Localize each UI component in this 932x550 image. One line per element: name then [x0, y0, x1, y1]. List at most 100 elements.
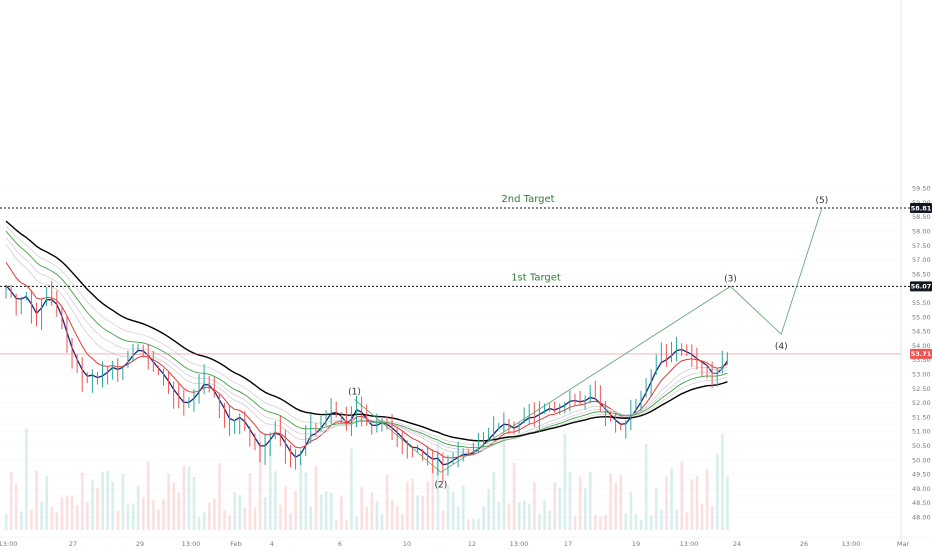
volume-bar: [370, 492, 374, 530]
volume-bar: [218, 463, 221, 530]
volume-bar: [583, 488, 587, 530]
time-tick-label: 13:00: [842, 540, 861, 548]
volume-bar: [695, 476, 699, 530]
volume-bar: [563, 433, 567, 530]
volume-bar: [274, 471, 277, 530]
volume-bar: [258, 431, 262, 530]
wave-label: (4): [775, 342, 788, 352]
price-tick-label: 52.00: [912, 399, 931, 407]
time-tick-label: 13:00: [0, 540, 17, 548]
time-tick-label: 26: [800, 540, 808, 548]
volume-bar: [304, 472, 308, 530]
price-tag-label: 56.07: [911, 283, 932, 291]
volume-bar: [375, 500, 379, 530]
price-tag: [910, 203, 932, 214]
moving-average-line: [5, 285, 728, 466]
volume-bar: [660, 509, 663, 530]
price-tick-label: 52.50: [912, 385, 931, 393]
wave-label: (3): [724, 274, 737, 284]
volume-bar: [202, 511, 206, 530]
volume-bar: [690, 479, 694, 530]
volume-bar: [172, 482, 176, 530]
volume-bar: [60, 497, 64, 530]
volume-bar: [421, 495, 424, 530]
volume-bar: [45, 475, 49, 530]
time-tick-label: 13:00: [510, 540, 529, 548]
volume-bar: [548, 510, 551, 530]
volume-bar: [141, 497, 145, 530]
volume-bar: [299, 459, 303, 530]
volume-bar: [40, 501, 43, 530]
volume-bar: [157, 509, 160, 530]
volume-bar: [619, 475, 623, 530]
volume-bar: [385, 475, 389, 530]
volume-bar: [599, 516, 602, 530]
price-tick-label: 49.50: [912, 471, 931, 479]
volume-bar: [223, 510, 226, 530]
volume-bar: [360, 487, 363, 530]
price-tick-label: 58.00: [912, 228, 931, 236]
price-tag: [910, 348, 932, 359]
volume-bar: [512, 462, 516, 530]
price-tick-label: 50.50: [912, 442, 931, 450]
time-axis[interactable]: 13:00 27 29 13:00 Feb 4 6 10 12 13:00 17 19 13:00 24 2…: [0, 536, 932, 548]
volume-bar: [182, 465, 186, 530]
volume-bar: [30, 509, 33, 530]
time-tick-label: 6: [338, 540, 342, 548]
volume-bar: [726, 476, 729, 530]
volume-bar: [411, 478, 414, 530]
volume-bar: [680, 461, 684, 530]
price-tick-label: 58.50: [912, 213, 931, 221]
volume-bar: [609, 473, 612, 530]
volume-bar: [233, 491, 236, 530]
volume-bar: [314, 466, 318, 530]
volume-bar: [20, 511, 23, 530]
volume-bar: [406, 481, 409, 530]
volume-bar: [614, 482, 617, 530]
volume-bar: [197, 517, 201, 530]
volume-bar: [477, 518, 480, 530]
volume-bar: [126, 504, 130, 530]
time-tick-label: 27: [69, 540, 77, 548]
volume-bar: [639, 519, 643, 530]
volume-bar: [243, 507, 247, 530]
volume-bar: [213, 498, 216, 530]
volume-bar: [655, 488, 658, 530]
volume-bar: [111, 481, 115, 530]
time-tick-label: 17: [564, 540, 572, 548]
time-tick-label: 13:00: [182, 540, 201, 548]
volume-bar: [589, 471, 592, 530]
volume-bar: [629, 491, 633, 530]
volume-bar: [324, 491, 328, 530]
volume-bar: [81, 472, 84, 530]
price-tick-label: 54.00: [912, 342, 931, 350]
volume-bar: [167, 473, 170, 530]
price-tag-label: 53.71: [911, 350, 932, 358]
volume-bar: [538, 513, 541, 530]
volume-bar: [446, 485, 450, 530]
price-tick-label: 59.50: [912, 185, 931, 193]
wave-label: (5): [816, 196, 829, 206]
time-tick-label: 12: [468, 540, 476, 548]
volume-bar: [553, 482, 557, 530]
volume-bar: [675, 509, 678, 530]
volume-bar: [624, 513, 628, 530]
volume-bar: [644, 443, 648, 530]
target-label: 1st Target: [511, 272, 561, 283]
volume-bar: [573, 516, 577, 530]
time-tick-label: 29: [136, 540, 144, 548]
volume-bar: [395, 505, 399, 530]
volume-bar: [136, 485, 140, 530]
time-tick-label: 24: [733, 540, 741, 548]
volume-bar: [75, 505, 79, 530]
volume-bar: [14, 483, 18, 530]
volume-bar: [355, 516, 358, 530]
volume-bar: [162, 499, 165, 530]
price-tick-label: 48.00: [912, 514, 931, 522]
volume-bar: [187, 466, 191, 530]
time-tick-label: 19: [632, 540, 640, 548]
price-tick-label: 54.50: [912, 328, 931, 336]
volume-bar: [365, 506, 369, 530]
volume-bar: [228, 515, 231, 530]
